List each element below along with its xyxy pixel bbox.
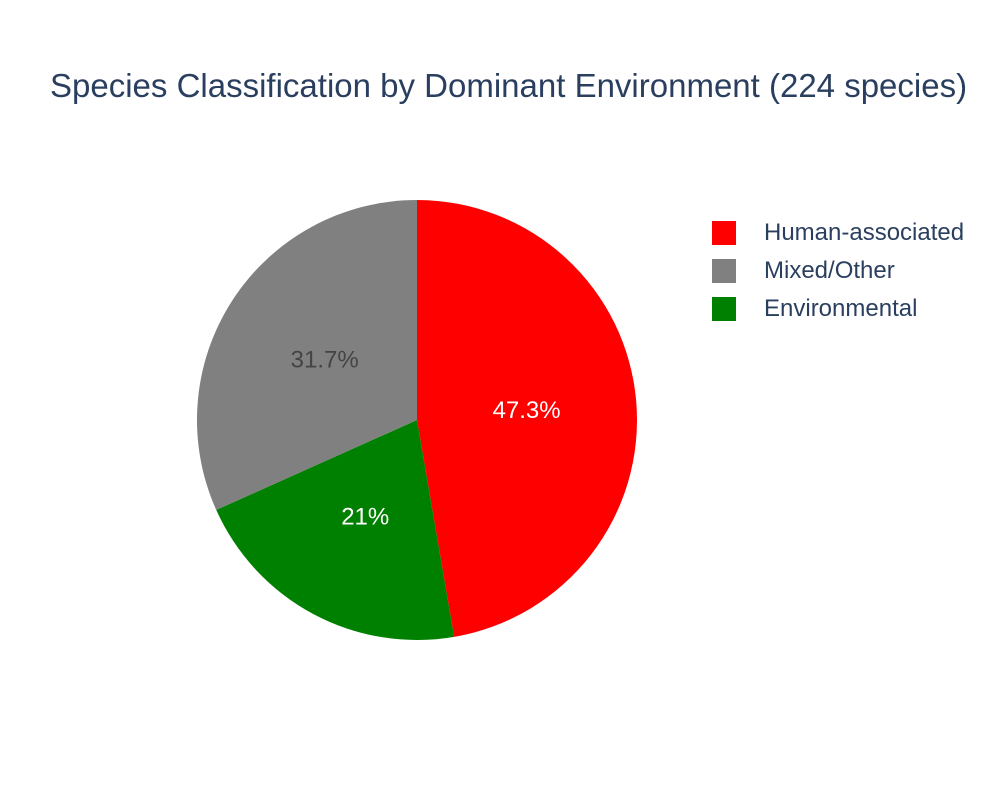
pie-slice-human-associated[interactable] [417,200,637,637]
slice-label: 31.7% [291,347,359,374]
legend-item[interactable]: Environmental [712,290,964,328]
legend-swatch [712,221,736,245]
legend-label: Mixed/Other [764,257,895,284]
pie-slice-mixed-other[interactable] [196,200,417,510]
legend: Human-associated Mixed/Other Environmental [712,214,964,328]
slice-label: 21% [341,504,389,531]
legend-item[interactable]: Mixed/Other [712,252,964,290]
legend-item[interactable]: Human-associated [712,214,964,252]
pie-slice-environmental[interactable] [216,420,455,641]
legend-label: Environmental [764,295,918,322]
chart-title: Species Classification by Dominant Envir… [50,67,968,104]
slice-label: 47.3% [493,397,561,424]
legend-swatch [712,259,736,283]
legend-label: Human-associated [764,219,965,246]
legend-swatch [712,297,736,321]
